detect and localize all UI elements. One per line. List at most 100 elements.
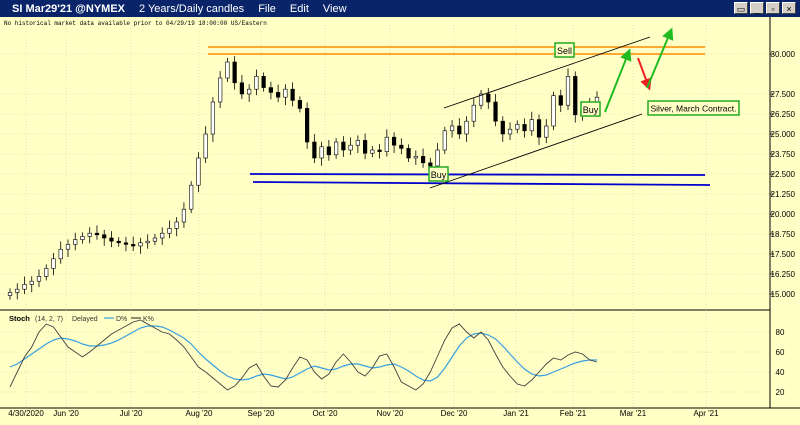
price-tick-label: 15.000 <box>771 290 796 299</box>
candle <box>326 139 331 161</box>
candle <box>522 118 527 138</box>
candle <box>225 58 230 82</box>
stoch-tick-label: 20 <box>776 388 785 397</box>
candle <box>573 71 578 123</box>
date-tick-label: Dec '20 <box>441 409 468 418</box>
date-tick-label: Aug '20 <box>186 409 213 418</box>
stoch-legend: Stoch (14, 2, 7) Delayed D% K% <box>9 314 154 323</box>
candle <box>58 241 63 264</box>
candle <box>203 126 208 163</box>
candle <box>239 74 245 99</box>
svg-text:(14, 2, 7): (14, 2, 7) <box>35 316 63 323</box>
menu-view[interactable]: View <box>322 2 347 15</box>
price-tick-label: 25.000 <box>771 130 796 139</box>
chart-symbol[interactable]: SI Mar29'21 @NYMEX <box>12 2 125 15</box>
price-chart[interactable]: 30.000 27.500 26.250 25.000 23.750 22.500 21.2… <box>0 17 800 425</box>
candle <box>102 229 107 246</box>
contract-annotation: Silver, March Contract. <box>647 100 740 116</box>
maximize-icon[interactable]: ▫ <box>766 2 780 14</box>
candle <box>406 144 411 162</box>
svg-text:Silver, March Contract.: Silver, March Contract. <box>651 104 737 114</box>
date-axis: 4/30/2020 Jun '20 Jul '20 Aug '20 Sep '20 Oct… <box>8 409 719 418</box>
candle <box>377 144 382 159</box>
channel-upper-line <box>443 36 651 109</box>
chart-interval[interactable]: 2 Years/Daily candles <box>139 2 245 15</box>
svg-text:Stoch: Stoch <box>9 314 30 323</box>
candle <box>420 148 426 168</box>
candle <box>565 68 571 111</box>
candle <box>261 72 266 92</box>
candle <box>391 132 397 154</box>
candle <box>29 276 34 293</box>
support-line-lower <box>252 181 711 186</box>
candle <box>370 146 375 158</box>
date-tick-label: Nov '20 <box>377 409 404 418</box>
stoch-tick-label: 60 <box>776 348 785 357</box>
candles <box>7 56 600 300</box>
candle <box>341 136 346 157</box>
candle <box>131 236 136 251</box>
candle <box>51 252 56 276</box>
arrow-up-2 <box>646 27 674 89</box>
candle <box>536 114 542 146</box>
candle <box>515 120 520 134</box>
candle <box>196 152 201 193</box>
price-tick-label: 16.250 <box>771 270 796 279</box>
svg-text:Delayed: Delayed <box>72 316 98 323</box>
candle <box>457 118 462 139</box>
candle <box>116 237 121 247</box>
candle <box>529 111 534 136</box>
candle <box>152 234 158 246</box>
channel-lower-line <box>429 113 643 189</box>
price-tick-label: 20.000 <box>771 210 796 219</box>
date-tick-label: Jan '21 <box>503 409 529 418</box>
price-tick-label: 23.750 <box>771 150 796 159</box>
candle <box>268 81 273 100</box>
candle <box>413 150 418 165</box>
svg-text:K%: K% <box>143 316 154 323</box>
candle <box>297 96 302 113</box>
candle <box>348 137 353 155</box>
candle <box>123 236 129 252</box>
price-tick-label: 21.250 <box>771 190 796 199</box>
candle <box>493 94 498 127</box>
close-icon[interactable]: × <box>782 2 796 14</box>
candle <box>36 269 42 288</box>
candle <box>507 122 513 140</box>
candle <box>312 134 317 163</box>
price-tick-label: 22.500 <box>771 170 796 179</box>
candle <box>174 217 179 237</box>
candle <box>73 232 78 251</box>
candle <box>218 71 223 108</box>
restore-icon[interactable]: ▭ <box>734 2 748 14</box>
svg-text:Buy: Buy <box>583 105 599 115</box>
candle <box>109 231 114 248</box>
price-tick-label: 26.250 <box>771 110 796 119</box>
candle <box>464 116 469 142</box>
date-tick-label: Oct '20 <box>312 409 338 418</box>
stoch-tick-label: 40 <box>776 368 785 377</box>
title-bar: SI Mar29'21 @NYMEX 2 Years/Daily candles… <box>0 0 800 17</box>
candle <box>7 288 13 300</box>
date-tick-label: Mar '21 <box>620 409 647 418</box>
candle <box>65 239 71 258</box>
candle <box>181 202 187 228</box>
candle <box>44 264 49 281</box>
menu-edit[interactable]: Edit <box>289 2 309 15</box>
candle <box>362 133 368 160</box>
menu-file[interactable]: File <box>258 2 276 15</box>
price-tick-label: 17.500 <box>771 250 796 259</box>
price-tick-label: 18.750 <box>771 230 796 239</box>
svg-text:D%: D% <box>116 316 127 323</box>
minimize-icon[interactable]: _ <box>750 2 764 14</box>
candle <box>283 84 288 106</box>
data-notice: No historical market data available prio… <box>4 20 267 27</box>
candle <box>334 138 339 159</box>
stoch-d-line <box>9 325 597 382</box>
candle <box>189 181 194 214</box>
candle <box>22 276 27 295</box>
candle <box>290 82 295 107</box>
stoch-tick-label: 80 <box>776 328 785 337</box>
candle <box>254 69 259 96</box>
